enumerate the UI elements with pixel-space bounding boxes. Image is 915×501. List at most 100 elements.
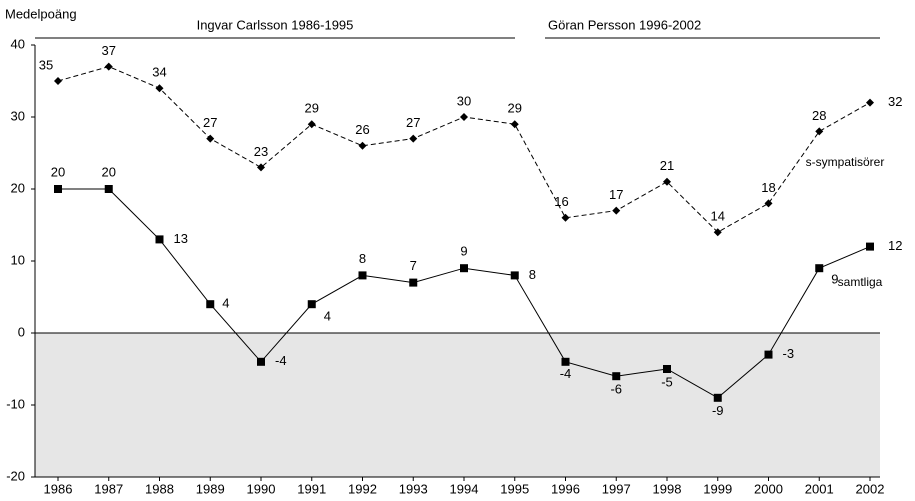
marker (460, 264, 468, 273)
marker (764, 199, 773, 208)
data-label: 34 (152, 65, 166, 80)
marker (510, 271, 519, 280)
data-label: 14 (711, 209, 725, 224)
data-label: 21 (660, 158, 674, 173)
data-label: -3 (783, 346, 795, 361)
marker (358, 271, 367, 280)
marker (612, 206, 621, 215)
data-label: 8 (359, 251, 366, 266)
series-line (57, 66, 871, 233)
x-tick-label: 1995 (500, 481, 529, 496)
marker (307, 300, 316, 309)
data-label: 9 (460, 244, 467, 259)
marker (663, 177, 671, 186)
x-tick-label: 2002 (856, 481, 885, 496)
marker (307, 120, 316, 129)
marker (54, 77, 62, 85)
period-label: Göran Persson 1996-2002 (548, 17, 701, 32)
data-label: -5 (661, 374, 673, 389)
period-label: Ingvar Carlsson 1986-1995 (197, 17, 354, 32)
marker (612, 372, 621, 381)
data-label: 17 (609, 187, 623, 202)
data-label: 30 (457, 93, 471, 108)
data-label: -9 (712, 403, 724, 418)
x-tick-label: 1991 (297, 481, 326, 496)
y-tick-label: 10 (11, 252, 25, 267)
marker (866, 242, 874, 251)
marker (409, 134, 418, 143)
marker (713, 228, 722, 237)
x-tick-label: 1986 (44, 481, 73, 496)
y-tick-label: 30 (11, 108, 25, 123)
x-tick-label: 1992 (348, 481, 377, 496)
marker (815, 127, 824, 136)
x-tick-label: 1987 (94, 481, 123, 496)
data-label: 16 (554, 194, 568, 209)
y-tick-label: 40 (11, 36, 25, 51)
y-tick-label: 0 (18, 324, 25, 339)
x-tick-label: 1999 (703, 481, 732, 496)
data-label: 13 (174, 231, 188, 246)
data-label: -4 (275, 353, 287, 368)
data-label: 9 (831, 272, 838, 287)
marker (713, 393, 722, 402)
data-label: 12 (888, 238, 902, 253)
marker (866, 98, 874, 107)
x-tick-label: 1988 (145, 481, 174, 496)
data-label: 37 (102, 43, 116, 58)
x-tick-label: 1993 (399, 481, 428, 496)
marker (460, 113, 468, 121)
data-label: 23 (254, 144, 268, 159)
marker (358, 141, 367, 150)
negative-shade (35, 333, 880, 477)
data-label: 28 (812, 108, 826, 123)
x-tick-label: 1996 (551, 481, 580, 496)
data-label: 20 (102, 164, 116, 179)
data-label: 32 (888, 94, 902, 109)
series-name: s-sympatisörer (806, 155, 885, 169)
data-label: 4 (222, 296, 229, 311)
marker (409, 278, 418, 287)
data-label: 8 (529, 267, 536, 282)
x-tick-label: 1989 (196, 481, 225, 496)
x-tick-label: 1998 (653, 481, 682, 496)
marker (257, 357, 265, 366)
marker (764, 350, 773, 359)
marker (206, 300, 215, 309)
data-label: 29 (508, 101, 522, 116)
data-label: 27 (406, 115, 420, 130)
marker (663, 365, 671, 373)
data-label: 35 (39, 57, 53, 72)
marker (104, 62, 113, 71)
marker (815, 264, 824, 273)
marker (257, 163, 265, 172)
series-name: samtliga (838, 275, 883, 289)
data-label: 18 (761, 180, 775, 195)
y-tick-label: 20 (11, 180, 25, 195)
marker (206, 134, 215, 143)
marker (104, 185, 113, 193)
x-tick-label: 2000 (754, 481, 783, 496)
data-label: 7 (410, 258, 417, 273)
marker (561, 357, 570, 366)
data-label: 20 (51, 164, 65, 179)
data-label: 29 (305, 101, 319, 116)
marker (155, 84, 164, 93)
y-axis-title: Medelpoäng (5, 6, 77, 21)
x-tick-label: 1994 (450, 481, 479, 496)
marker (561, 213, 570, 222)
data-label: 4 (324, 309, 331, 324)
x-tick-label: 2001 (805, 481, 834, 496)
x-tick-label: 1997 (602, 481, 631, 496)
data-label: 27 (203, 115, 217, 130)
marker (54, 185, 62, 193)
data-label: -4 (560, 366, 572, 381)
y-tick-label: -10 (6, 396, 25, 411)
y-tick-label: -20 (6, 468, 25, 483)
marker (155, 235, 164, 244)
x-tick-label: 1990 (247, 481, 276, 496)
data-label: 26 (355, 122, 369, 137)
data-label: -6 (610, 382, 622, 397)
marker (510, 120, 519, 129)
